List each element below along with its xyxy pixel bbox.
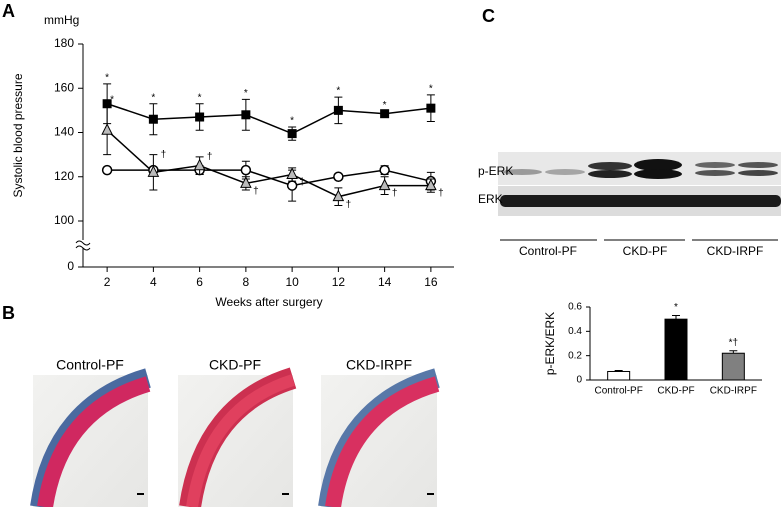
- annotation: †: [392, 188, 398, 199]
- western-blot: [498, 152, 781, 241]
- marker: [380, 109, 390, 119]
- histology-label: Control-PF: [56, 357, 124, 373]
- marker: [286, 180, 298, 191]
- marker: [240, 176, 252, 188]
- blot-group-label: CKD-IRPF: [707, 244, 764, 258]
- histology-label: CKD-PF: [209, 357, 261, 373]
- y-tick-label: 120: [54, 169, 74, 183]
- y-tick-label: 0: [67, 259, 74, 273]
- series-line: [106, 129, 431, 198]
- histology-label: CKD-IRPF: [346, 357, 412, 373]
- y-tick-label: 180: [54, 36, 74, 50]
- marker: [378, 178, 391, 191]
- annotation: *: [674, 302, 678, 313]
- x-tick-label: CKD-PF: [657, 386, 694, 397]
- marker: [148, 114, 158, 124]
- marker: [287, 129, 297, 139]
- marker: [379, 164, 390, 176]
- marker: [193, 158, 206, 171]
- annotation: *: [336, 86, 340, 97]
- annotation: *: [110, 95, 114, 106]
- panel-label: C: [482, 6, 495, 26]
- y-tick-label: 0: [576, 375, 582, 386]
- marker: [333, 171, 344, 182]
- bar: [607, 370, 631, 381]
- y-tick-label: 160: [54, 80, 74, 94]
- y-tick-label: 0.4: [568, 326, 582, 337]
- axis-break: [76, 240, 90, 248]
- series-line: [106, 103, 431, 135]
- annotation: *: [290, 116, 294, 127]
- annotation: *: [244, 88, 248, 99]
- bar: [664, 318, 688, 381]
- blot-row-label: p-ERK: [478, 164, 513, 178]
- blot-group-label: CKD-PF: [623, 244, 668, 258]
- x-tick-label: 12: [332, 275, 346, 289]
- axis-break: [75, 240, 91, 251]
- x-tick-label: 4: [150, 275, 157, 289]
- annotation: *†: [729, 337, 738, 348]
- marker: [195, 112, 205, 122]
- annotation: †: [346, 199, 352, 210]
- annotation: *: [105, 72, 109, 83]
- annotation: †: [161, 149, 167, 160]
- annotation: *: [429, 84, 433, 95]
- x-tick-label: 2: [104, 275, 111, 289]
- x-axis-label: Weeks after surgery: [215, 295, 322, 309]
- x-tick-label: 10: [285, 275, 299, 289]
- annotation: *: [198, 92, 202, 103]
- x-tick-label: 16: [424, 275, 438, 289]
- marker: [333, 105, 343, 115]
- marker: [102, 99, 112, 109]
- marker: [240, 164, 252, 176]
- marker: [241, 110, 251, 120]
- blot-row-label: ERK: [478, 192, 503, 206]
- y-axis-label: p-ERK/ERK: [543, 312, 557, 375]
- marker: [101, 123, 113, 135]
- marker: [425, 178, 437, 191]
- y-unit: mmHg: [44, 13, 79, 27]
- x-tick-label: 14: [378, 275, 392, 289]
- marker: [426, 103, 436, 113]
- annotation: †: [299, 177, 305, 188]
- panel-label: B: [2, 303, 15, 323]
- x-tick-label: 6: [196, 275, 203, 289]
- marker: [147, 165, 160, 177]
- series-line: [107, 169, 432, 187]
- y-tick-label: 100: [54, 213, 74, 227]
- blot-group-label: Control-PF: [519, 244, 577, 258]
- annotation: †: [253, 186, 259, 197]
- x-tick-label: Control-PF: [594, 386, 642, 397]
- annotation: *: [383, 100, 387, 111]
- x-tick-label: 8: [243, 275, 250, 289]
- y-tick-label: 0.2: [568, 350, 582, 361]
- annotation: †: [207, 151, 213, 162]
- marker: [286, 167, 298, 180]
- annotation: *: [151, 92, 155, 103]
- y-tick-label: 140: [54, 125, 74, 139]
- y-tick-label: 0.6: [568, 302, 582, 313]
- y-axis-label: Systolic blood pressure: [11, 73, 25, 197]
- bar: [721, 352, 745, 381]
- error-bar: [672, 315, 680, 320]
- panel-label: A: [2, 1, 15, 21]
- marker: [101, 164, 113, 176]
- marker: [332, 189, 345, 202]
- x-tick-label: CKD-IRPF: [710, 386, 757, 397]
- annotation: †: [438, 188, 444, 199]
- histology-images: [30, 367, 440, 507]
